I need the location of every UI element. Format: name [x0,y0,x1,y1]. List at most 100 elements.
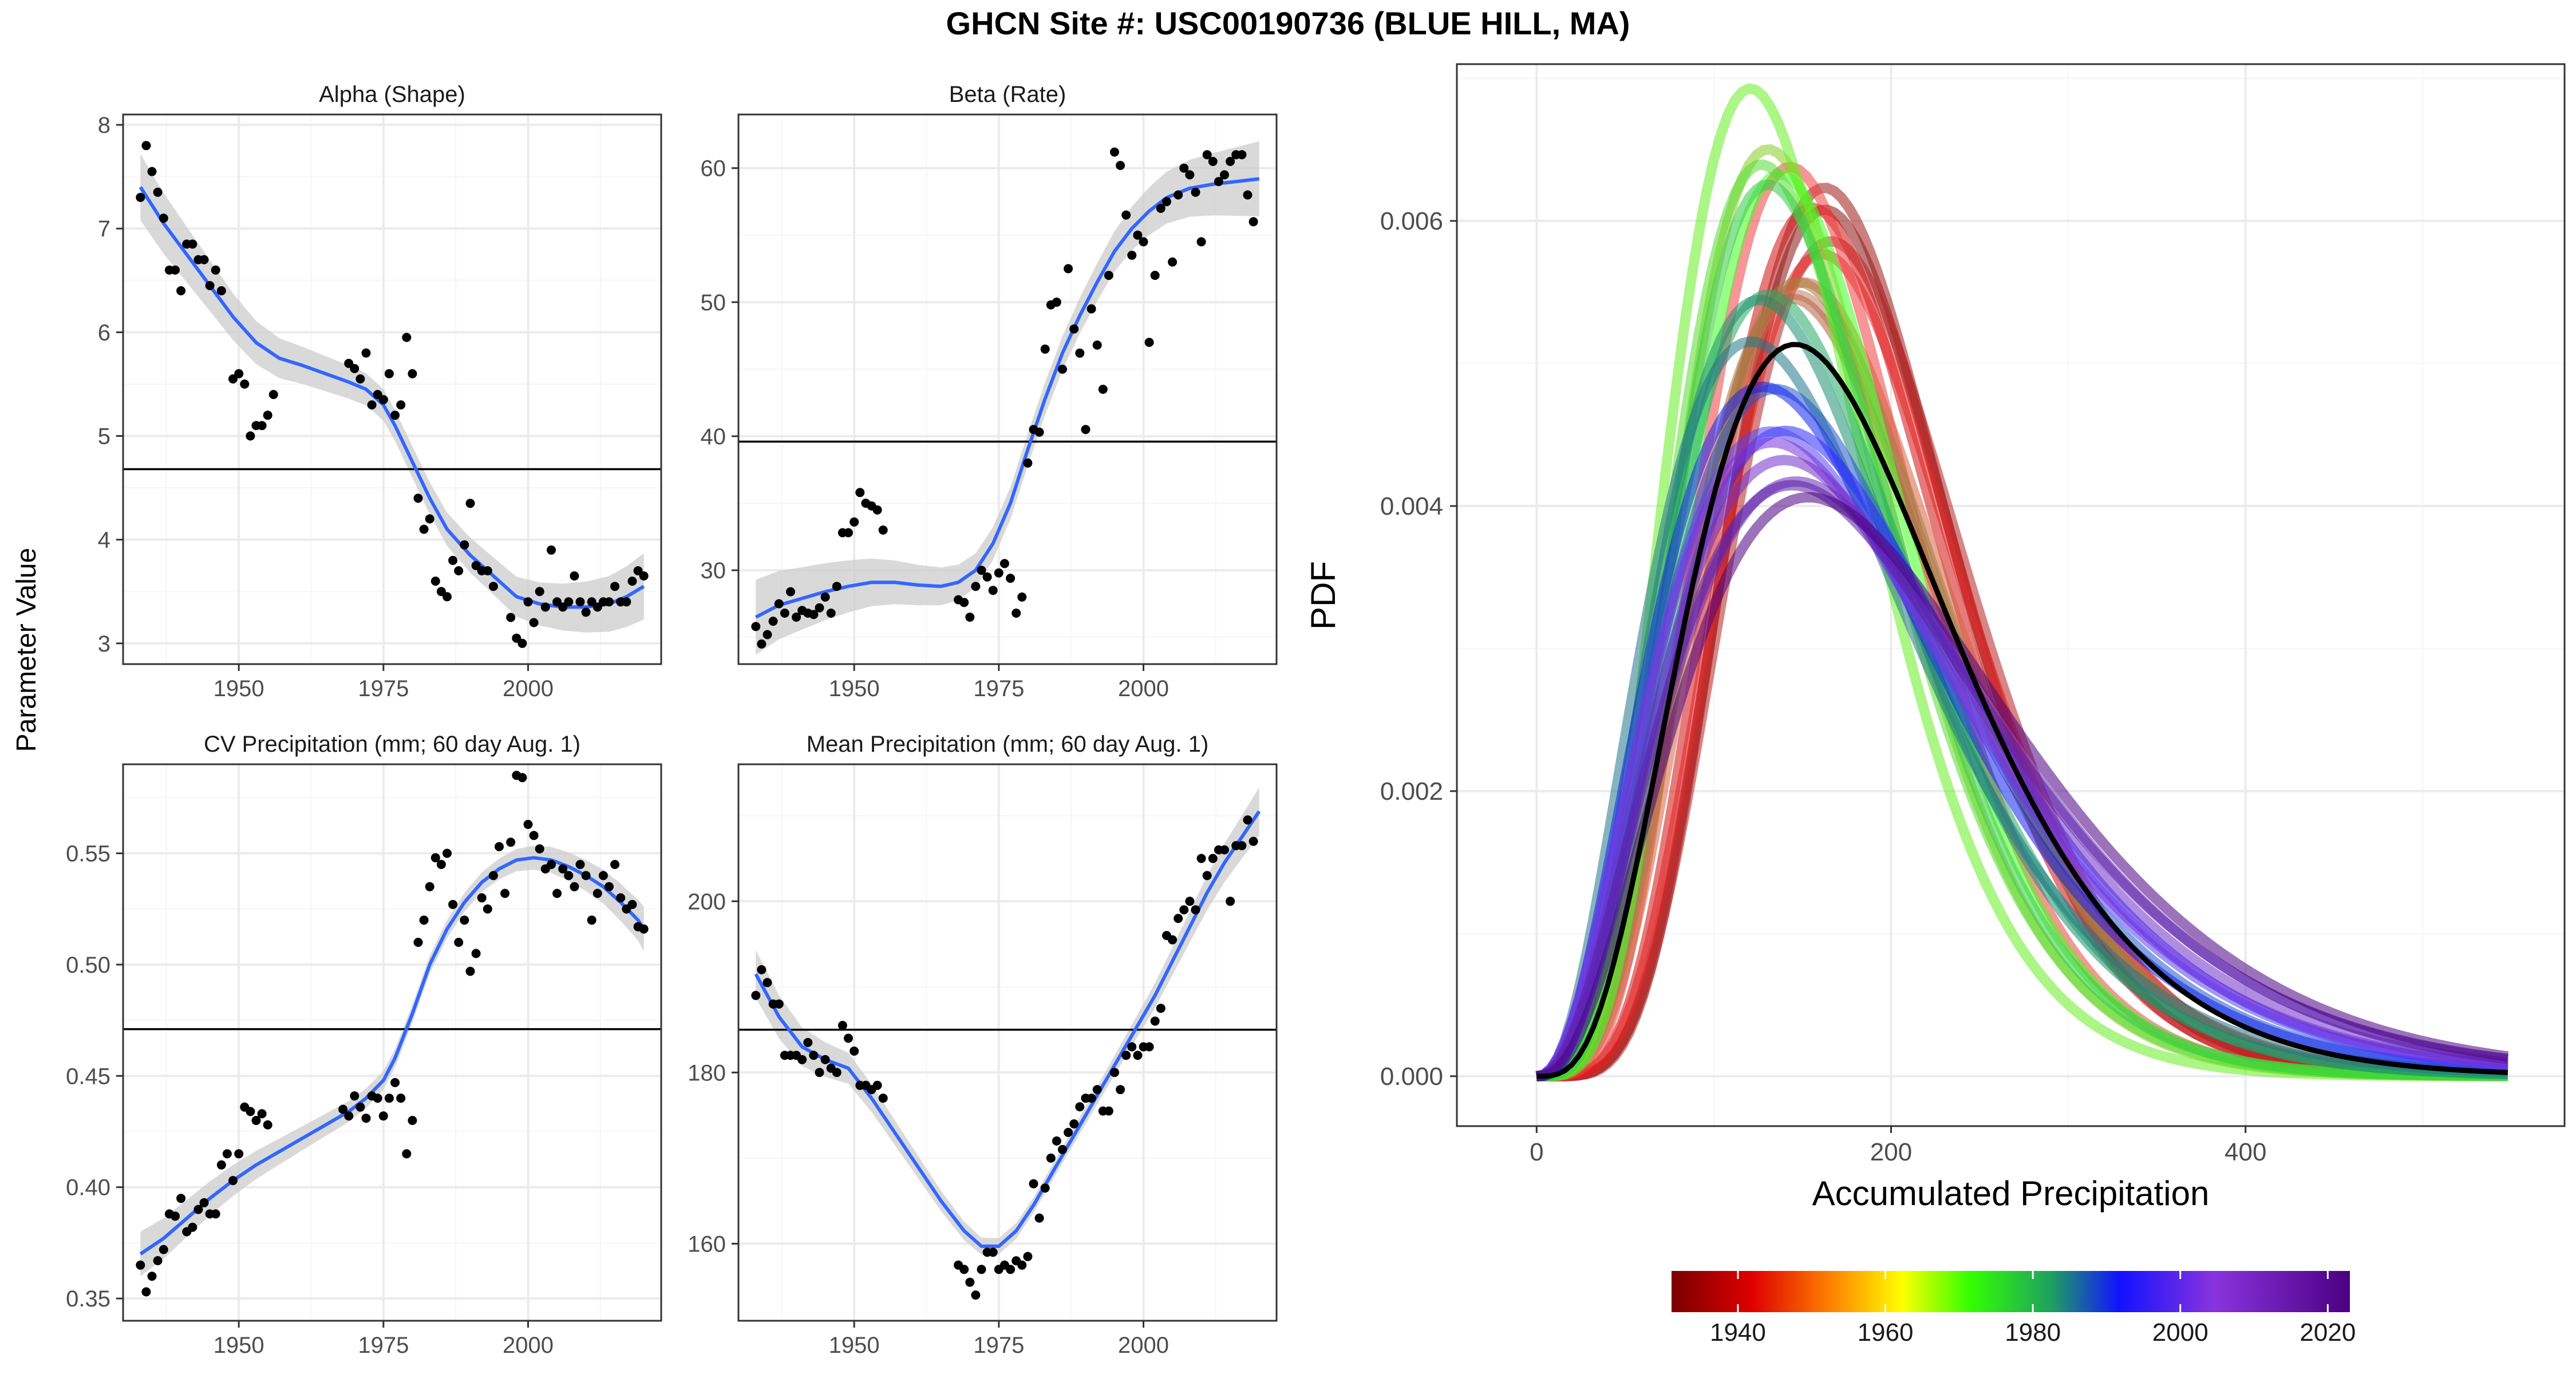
data-point [234,369,244,378]
data-point [959,598,969,607]
data-point [263,410,272,420]
data-point [1086,1093,1096,1103]
data-point [610,860,620,869]
data-point [350,1091,359,1101]
data-point [488,871,498,881]
data-point [540,602,550,612]
y-tick-label: 30 [701,558,726,583]
data-point [878,1093,888,1103]
data-point [1208,854,1218,863]
y-tick-label: 0.000 [1380,1063,1443,1091]
panel-border [122,113,662,665]
colorbar-tick-label: 1960 [1858,1318,1914,1347]
data-point [1174,914,1183,923]
data-point [965,613,975,622]
panel-beta: Beta (Rate) 1950 1975 2000 30 40 50 60 [701,82,1278,701]
data-point [257,1109,267,1119]
data-point [1092,1085,1102,1095]
panel-alpha: Alpha (Shape) 1950 1975 2000 3 4 5 6 7 8 [98,82,662,701]
x-tick-label: 2000 [1118,676,1169,701]
data-point [234,1149,244,1159]
x-tick-label: 2000 [503,1333,554,1358]
data-point [153,187,163,197]
data-point [1075,348,1085,358]
data-point [268,390,278,400]
data-point [529,831,539,840]
data-point [205,281,215,290]
data-point [263,1120,272,1130]
data-point [1110,147,1119,157]
data-point [610,582,620,591]
data-point [627,577,637,586]
data-point [211,265,220,275]
data-point [188,239,197,249]
data-point [774,999,784,1009]
confidence-band [756,141,1259,655]
data-point [1168,935,1178,945]
x-tick-label: 2000 [503,676,554,701]
data-point [1133,230,1143,240]
data-point [384,369,394,378]
pdf-curve [1535,437,2508,1081]
data-point [436,860,446,869]
data-point [988,586,998,595]
x-tick-label: 1950 [214,1333,264,1358]
data-point [141,1287,151,1297]
data-point [408,1116,417,1126]
data-point [575,597,585,607]
data-point [592,889,602,898]
data-point [1179,905,1189,915]
data-point [535,844,544,854]
y-axis-label: PDF [1304,561,1342,630]
data-point [803,1038,813,1047]
data-point [1040,1183,1050,1193]
data-point [751,622,761,631]
y-tick-label: 4 [98,528,110,553]
data-point [222,1149,232,1159]
data-point [971,582,981,591]
data-point [136,1260,145,1270]
data-point [159,1245,168,1254]
data-point [1029,1179,1038,1189]
data-point [153,1256,163,1265]
data-point [246,431,255,441]
data-point [762,978,772,988]
data-point [832,582,841,591]
data-point [171,265,180,275]
data-point [361,1114,371,1123]
confidence-band [140,153,644,633]
data-point [1139,237,1148,247]
data-point [850,1047,859,1056]
data-point [977,566,986,575]
pdf-curve [1536,492,2509,1081]
data-point [488,582,498,591]
data-point [1133,1051,1143,1060]
x-tick-label: 400 [2225,1138,2266,1166]
data-point [547,860,556,869]
data-point [1127,250,1137,260]
data-point [1086,304,1096,314]
data-point [378,1111,388,1121]
data-point [1150,271,1160,280]
y-tick-label: 0.002 [1380,777,1443,806]
data-point [228,1176,238,1186]
data-point [1127,1042,1137,1052]
data-point [605,882,614,891]
data-point [627,899,637,909]
y-tick-label: 0.40 [66,1175,110,1201]
data-point [1110,1068,1119,1077]
data-point [199,255,209,264]
data-point [159,214,168,223]
data-point [988,1247,998,1257]
x-tick-label: 200 [1870,1138,1912,1166]
y-tick-label: 0.006 [1380,207,1443,235]
data-point [1196,237,1206,247]
y-tick-label: 50 [701,290,726,315]
panel-background [123,764,661,1321]
pdf-curve [1535,480,2509,1081]
data-point [855,488,865,498]
panel-border [1456,63,2566,1127]
data-point [1017,592,1027,602]
data-point [176,1194,186,1203]
data-point [792,613,801,622]
